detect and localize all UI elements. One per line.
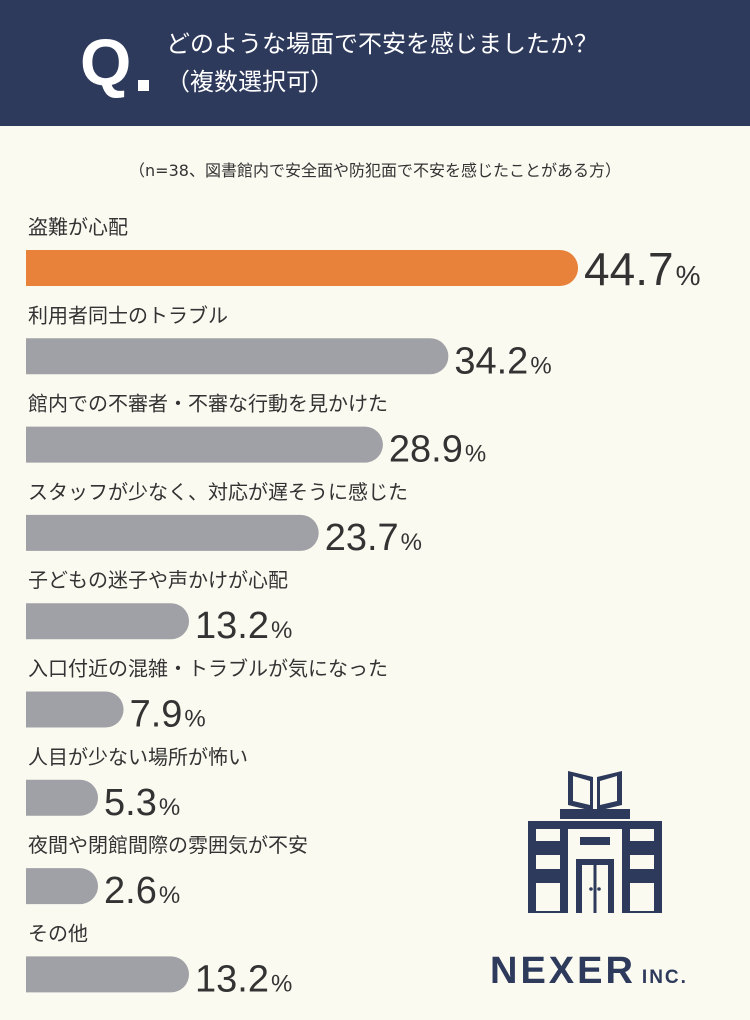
question-header: Q どのような場面で不安を感じましたか？ （複数選択可） [0,0,750,126]
sample-note: （n=38、図書館内で安全面や防犯面で不安を感じたことがある方） [129,161,621,180]
question-subtext: （複数選択可） [166,68,334,96]
question-text: どのような場面で不安を感じましたか？ [166,30,598,58]
bar [26,779,98,816]
category-label: その他 [28,921,88,945]
brand-name: NEXER [490,950,636,992]
data-label: 7.9% [130,694,206,736]
data-label: 13.2% [195,605,292,647]
bar [26,514,319,551]
bar [26,250,579,286]
category-label: 館内での不審者・不審な行動を見かけた [28,392,388,416]
bar [26,868,98,905]
question-q-mark: Q [80,25,132,99]
bar [26,426,383,463]
category-label: 子どもの迷子や声かけが心配 [28,568,288,592]
library-building-icon [528,771,662,913]
brand-suffix: INC. [641,967,688,988]
category-label: 盗難が心配 [28,215,128,239]
data-label: 23.7% [325,517,422,559]
category-label: 入口付近の混雑・トラブルが気になった [28,657,388,681]
category-label: 夜間や閉館間際の雰囲気が不安 [28,833,308,857]
data-label: 34.2% [454,340,551,382]
bar [26,691,124,728]
category-label: 人目が少ない場所が怖い [28,745,248,769]
bar [26,338,449,375]
bar [26,603,190,640]
category-label: スタッフが少なく、対応が遅そうに感じた [28,480,408,504]
data-label: 13.2% [195,958,292,1000]
brand-logo: NEXER INC. [490,950,688,993]
data-label: 2.6% [104,870,180,912]
question-q-dot [138,80,149,91]
data-label: 44.7% [584,243,700,295]
category-label: 利用者同士のトラブル [28,303,228,327]
bar [26,956,190,993]
data-label: 28.9% [389,429,486,471]
data-label: 5.3% [104,782,180,824]
